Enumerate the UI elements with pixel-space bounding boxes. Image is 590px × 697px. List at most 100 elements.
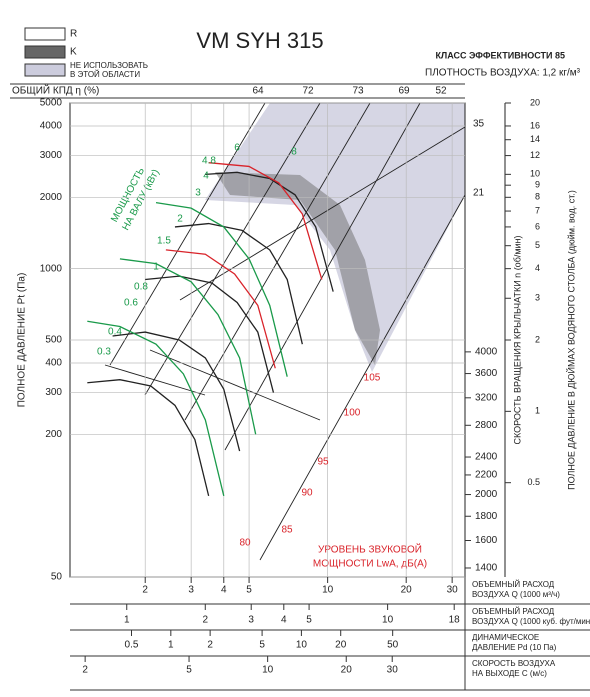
y3-tick-label: 20	[530, 97, 540, 107]
x2-tick-label: 2	[202, 615, 208, 626]
y2-tick-label: 2200	[475, 470, 498, 481]
chart-title: VM SYH 315	[196, 28, 323, 53]
y2-tick-label: 3200	[475, 392, 498, 403]
legend-label: K	[70, 47, 77, 58]
x3-tick-label: 0.5	[125, 640, 139, 651]
x2-tick-label: 3	[248, 615, 254, 626]
efficiency-value: 52	[435, 86, 447, 97]
x3-axis-label: ДИНАМИЧЕСКОЕ	[472, 633, 539, 642]
x4-tick-label: 5	[186, 665, 192, 676]
sound-label: 100	[344, 408, 361, 419]
legend-label: В ЭТОЙ ОБЛАСТИ	[70, 70, 140, 79]
sound-title: МОЩНОСТИ LwA, дБ(A)	[313, 559, 427, 570]
y2-tick-label: 2000	[475, 489, 498, 500]
x-axis-label: ВОЗДУХА Q (1000 м³/ч)	[472, 590, 560, 599]
efficiency-value: 73	[352, 86, 364, 97]
power-label: 8	[291, 147, 297, 158]
curve	[208, 162, 323, 280]
legend-swatch	[24, 63, 66, 77]
curve	[165, 249, 276, 369]
legend-swatch	[24, 27, 66, 41]
x4-axis-label: СКОРОСТЬ ВОЗДУХА	[472, 659, 556, 668]
x3-tick-label: 1	[168, 640, 174, 651]
x2-tick-label: 5	[306, 615, 312, 626]
x2-tick-label: 1	[124, 615, 130, 626]
legend-swatch	[24, 45, 66, 59]
x3-tick-label: 10	[296, 640, 308, 651]
y3-tick-label: 6	[535, 221, 540, 231]
y-tick-label: 50	[51, 572, 63, 583]
x4-tick-label: 10	[262, 665, 274, 676]
power-label: 2	[177, 214, 183, 225]
efficiency-value: 72	[302, 86, 314, 97]
y3-tick-label: 14	[530, 134, 540, 144]
y3-tick-label: 2	[535, 334, 540, 344]
x2-axis-label: ОБЪЕМНЫЙ РАСХОД	[472, 607, 555, 616]
sound-label: 90	[301, 488, 313, 499]
legend-label: НЕ ИСПОЛЬЗОВАТЬ	[70, 61, 148, 70]
y3-tick-label: 9	[535, 180, 540, 190]
k-area	[215, 172, 380, 365]
x-tick-label: 3	[188, 585, 194, 596]
bottom-rows	[70, 577, 590, 691]
x4-axis-label: НА ВЫХОДЕ C (м/с)	[472, 669, 547, 678]
curve	[119, 258, 257, 435]
y3-tick-label: 3	[535, 293, 540, 303]
y3-tick-label: 0.5	[527, 477, 540, 487]
y-tick-label: 5000	[40, 98, 63, 109]
curve	[155, 201, 288, 377]
x4-tick-label: 2	[82, 665, 88, 676]
power-label: 1	[153, 262, 159, 273]
y3-tick-label: 1	[535, 406, 540, 416]
y2-tick-label: 1800	[475, 511, 498, 522]
curve	[174, 222, 303, 345]
y-tick-label: 300	[45, 387, 62, 398]
y-tick-label: 200	[45, 429, 62, 440]
sound-label: 95	[317, 457, 329, 468]
x-tick-label: 10	[322, 585, 334, 596]
y3-tick-label: 12	[530, 150, 540, 160]
y2-tick-label: 1600	[475, 535, 498, 546]
power-label: 1.5	[157, 236, 171, 247]
y-tick-label: 4000	[40, 121, 63, 132]
power-label: 4.8	[202, 156, 216, 167]
y2-tick-label: 2800	[475, 420, 498, 431]
y3-tick-label: 10	[530, 169, 540, 179]
x-tick-label: 30	[447, 585, 459, 596]
power-label: 0.3	[97, 347, 111, 358]
x3-axis-label: ДАВЛЕНИЕ Pd (10 Па)	[472, 643, 557, 652]
y3-tick-label: 5	[535, 240, 540, 250]
power-label: 4	[203, 171, 209, 182]
curve	[87, 320, 225, 496]
diagonal-label: 21	[473, 188, 485, 199]
efficiency-label: ОБЩИЙ КПД η (%)	[12, 84, 99, 97]
y3-tick-label: 4	[535, 263, 540, 273]
x-axis-label: ОБЪЕМНЫЙ РАСХОД	[472, 580, 555, 589]
x2-tick-label: 18	[449, 615, 461, 626]
sound-label: 80	[239, 538, 251, 549]
y2-tick-label: 2400	[475, 452, 498, 463]
x-tick-label: 4	[221, 585, 227, 596]
x3-tick-label: 5	[259, 640, 265, 651]
legend-label: R	[70, 29, 77, 40]
y2-tick-label: 3600	[475, 368, 498, 379]
efficiency-value: 69	[398, 86, 410, 97]
x3-tick-label: 20	[335, 640, 347, 651]
y-tick-label: 3000	[40, 150, 63, 161]
curve	[87, 379, 210, 497]
sound-label: 105	[364, 373, 381, 384]
diagonal-label: 35	[473, 119, 485, 130]
sound-label: 85	[281, 525, 293, 536]
power-label: 0.6	[124, 298, 138, 309]
power-label: 0.4	[108, 327, 122, 338]
x2-tick-label: 10	[382, 615, 394, 626]
subtitle: ПЛОТНОСТЬ ВОЗДУХА: 1,2 кг/м³	[425, 68, 581, 79]
y2-axis-label: СКОРОСТЬ ВРАЩЕНИЯ КРЫЛЬЧАТКИ n (об/мин)	[512, 235, 522, 444]
power-label: 0.8	[134, 282, 148, 293]
efficiency-value: 64	[252, 86, 264, 97]
x-tick-label: 20	[401, 585, 413, 596]
x3-tick-label: 50	[387, 640, 399, 651]
y-tick-label: 500	[45, 335, 62, 346]
y-axis-label: ПОЛНОЕ ДАВЛЕНИЕ Pt (Па)	[17, 273, 28, 408]
